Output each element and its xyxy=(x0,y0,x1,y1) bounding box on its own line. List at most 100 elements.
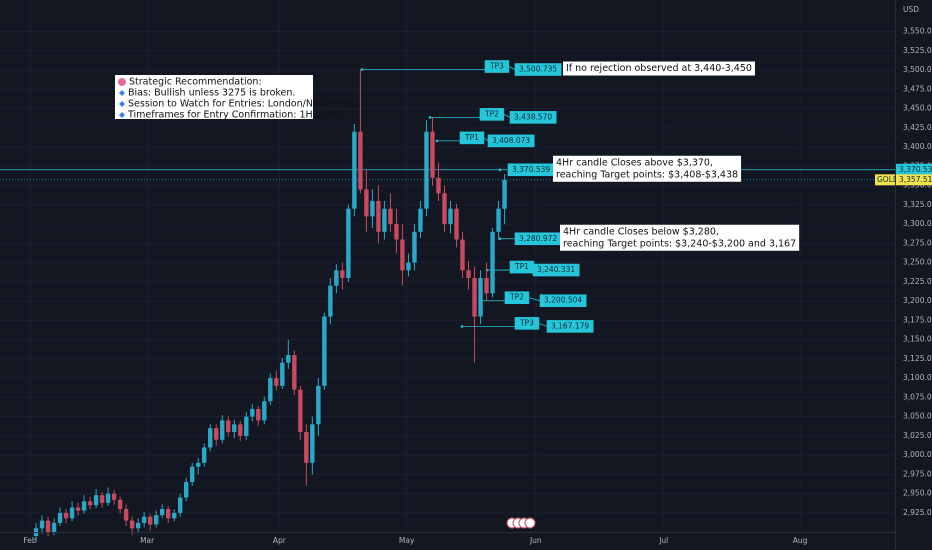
level-connector xyxy=(503,114,511,118)
y-tick-label: 3,525.000 xyxy=(903,46,932,55)
y-tick-label: 2,950.000 xyxy=(903,489,932,498)
last-price-symbol-box xyxy=(875,174,895,186)
y-tick-label: 3,100.000 xyxy=(903,373,932,382)
y-tick-label: 3,225.000 xyxy=(903,277,932,286)
levels xyxy=(0,66,895,328)
y-tick-label: 3,250.000 xyxy=(903,258,932,267)
candle-body xyxy=(376,201,381,232)
candle-body xyxy=(75,507,81,511)
candle-body xyxy=(322,316,327,386)
candle-body xyxy=(129,520,135,529)
candle-body xyxy=(412,231,417,263)
candle-body xyxy=(484,278,489,294)
candle-body xyxy=(105,493,111,503)
candle-body xyxy=(232,424,237,433)
last-price-symbol: GOLD xyxy=(877,175,899,184)
level-value: 3,370.539 xyxy=(512,165,550,174)
candles xyxy=(33,69,507,542)
note-line: Timeframes for Entry Confirmation: 1H or… xyxy=(127,110,344,121)
note-title: Strategic Recommendation: xyxy=(129,77,262,88)
note-line: 4Hr candle Closes below $3,280, xyxy=(563,226,719,237)
candle-body xyxy=(454,208,459,240)
y-tick-label: 3,450.000 xyxy=(903,104,932,113)
candle-body xyxy=(406,262,411,271)
candle-body xyxy=(250,408,255,417)
candle-body xyxy=(460,239,465,271)
note-line: Bias: Bullish unless 3275 is broken. xyxy=(128,88,295,99)
candle-body xyxy=(370,201,375,217)
level-connector xyxy=(483,137,489,142)
last-price-box xyxy=(896,174,932,186)
level-value: 3,408.073 xyxy=(492,136,530,145)
event-icons xyxy=(506,517,536,529)
candle-body xyxy=(87,501,93,506)
x-tick-label: Aug xyxy=(793,536,808,545)
recommendation-note: Strategic Recommendation: Bias: Bullish … xyxy=(115,75,360,121)
level-tag: TP1 xyxy=(464,133,479,142)
note-line: reaching Target points: $3,240-$3,200 an… xyxy=(563,238,796,249)
level-value: 3,280.972 xyxy=(519,234,557,243)
y-tick-label: 3,175.000 xyxy=(903,315,932,324)
candle-body xyxy=(424,131,429,209)
candle-body xyxy=(117,499,123,510)
candle-body xyxy=(274,378,279,386)
candle-body xyxy=(208,428,213,448)
candle-body xyxy=(400,239,405,271)
candle-body xyxy=(298,389,303,433)
y-tick-label: 3,025.000 xyxy=(903,431,932,440)
note-box xyxy=(563,61,755,76)
y-tick-label: 3,550.000 xyxy=(903,27,932,36)
currency: USD xyxy=(903,5,919,14)
note-line: Session to Watch for Entries: London/NY … xyxy=(128,99,360,110)
candle-body xyxy=(352,131,357,209)
level-value: 3,500.735 xyxy=(519,65,557,74)
level-tag-box xyxy=(514,317,540,330)
y-tick-label: 3,050.000 xyxy=(903,412,932,421)
candle-body xyxy=(159,509,165,516)
grid xyxy=(0,0,895,532)
y-tick-label: 2,975.000 xyxy=(903,469,932,478)
level-value-box xyxy=(539,294,587,308)
x-tick-label: Mar xyxy=(140,536,155,545)
candle-body xyxy=(214,428,219,440)
candle-body xyxy=(466,270,471,279)
level-tag: TP3 xyxy=(489,62,504,71)
candle-body xyxy=(51,522,57,533)
candle-body xyxy=(394,224,399,240)
candle-body xyxy=(99,495,105,503)
level-anchor xyxy=(460,325,464,328)
candle-body xyxy=(45,520,51,533)
labels: TP3 3,500.735 If no rejection observed at … xyxy=(459,60,800,333)
candle-body xyxy=(436,177,441,194)
level-tag: TP2 xyxy=(484,109,499,118)
y-tick-label: 3,075.000 xyxy=(903,392,932,401)
candle-body xyxy=(310,424,315,463)
note-box xyxy=(115,75,313,119)
candle-body xyxy=(165,509,171,519)
candle-body xyxy=(478,278,483,317)
candle-body xyxy=(262,401,267,421)
level-tag-box xyxy=(479,108,505,121)
candle-body xyxy=(93,495,99,506)
candle-body xyxy=(496,208,501,232)
level-tag: TP3 xyxy=(519,318,534,327)
candle-body xyxy=(196,462,201,467)
candle-body xyxy=(178,497,183,513)
candle-body xyxy=(184,482,189,498)
candle-body xyxy=(238,424,243,436)
candle-body xyxy=(226,420,231,433)
axes: 2,925.000 2,950.000 2,975.000 3,000.000 3,02… xyxy=(23,27,932,545)
candle-body xyxy=(382,208,387,232)
y-tick-label: 3,400.000 xyxy=(903,142,932,151)
x-tick-label: Apr xyxy=(273,536,287,545)
y-tick-label: 3,500.000 xyxy=(903,65,932,74)
level-tag-box xyxy=(459,131,485,145)
x-tick-label: Jun xyxy=(529,536,542,545)
candle-body xyxy=(472,278,477,317)
level-tag: TP1 xyxy=(514,262,529,271)
candle-body xyxy=(388,208,393,225)
note-line: If no rejection observed at 3,440-3,450 xyxy=(566,63,752,74)
level-value-box xyxy=(509,111,557,124)
candle-body xyxy=(304,432,309,463)
y-tick-label: 3,275.000 xyxy=(903,238,932,247)
